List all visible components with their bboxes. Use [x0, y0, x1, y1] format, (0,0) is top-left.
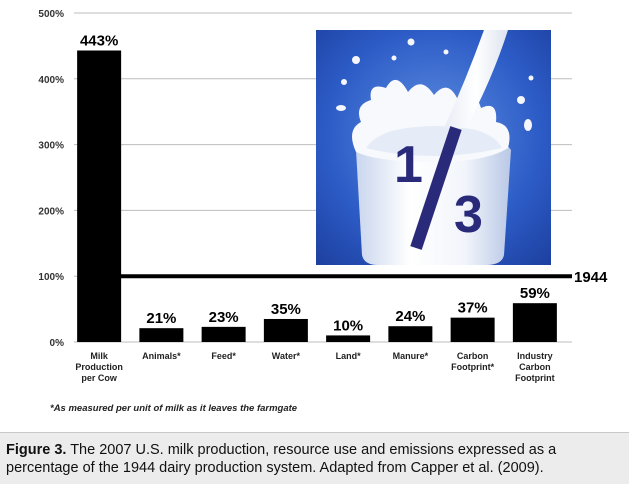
y-tick-label: 100% [38, 272, 64, 283]
bar [388, 326, 433, 342]
category-label: Industry Carbon Footprint [515, 351, 555, 383]
category-label: Milk Production per Cow [75, 351, 123, 383]
data-label: 23% [209, 309, 239, 326]
caption-text: The 2007 U.S. milk production, resource … [6, 442, 557, 476]
data-label: 10% [333, 317, 363, 334]
category-label: Manure* [393, 351, 429, 361]
bar [512, 303, 557, 342]
data-label: 21% [146, 310, 176, 327]
y-tick-label: 300% [38, 141, 64, 152]
fraction-denominator: 3 [454, 186, 483, 244]
data-label: 59% [520, 285, 550, 302]
data-label: 35% [271, 301, 301, 318]
category-label: Feed* [211, 351, 236, 361]
bar [263, 318, 308, 342]
data-label: 37% [458, 300, 488, 317]
caption-label: Figure 3. [6, 442, 67, 458]
category-label: Carbon Footprint* [451, 351, 494, 372]
category-label: Land* [336, 351, 361, 361]
data-label: 24% [395, 308, 425, 325]
figure-caption: Figure 3. The 2007 U.S. milk production,… [0, 432, 629, 484]
footnote: *As measured per unit of milk as it leav… [50, 403, 298, 414]
bar [450, 317, 495, 342]
bar [77, 50, 122, 342]
category-label: Animals* [142, 351, 181, 361]
fraction-numerator: 1 [394, 136, 423, 194]
category-label: Water* [272, 351, 301, 361]
bar [139, 328, 184, 342]
bar [326, 335, 371, 342]
y-tick-label: 400% [38, 75, 64, 86]
fraction-slash [410, 126, 462, 250]
bar-chart: 0% 100% 200% 300% 400% 500% 443% Milk Production… [38, 9, 608, 383]
y-tick-label: 0% [50, 338, 65, 349]
one-third-fraction: 1 3 [394, 126, 483, 250]
reference-line-label: 1944 [574, 269, 608, 286]
milk-glass-image: 1 3 [316, 30, 551, 265]
y-tick-label: 500% [38, 9, 64, 20]
data-label: 443% [80, 33, 118, 50]
bar [201, 326, 246, 342]
y-tick-label: 200% [38, 206, 64, 217]
